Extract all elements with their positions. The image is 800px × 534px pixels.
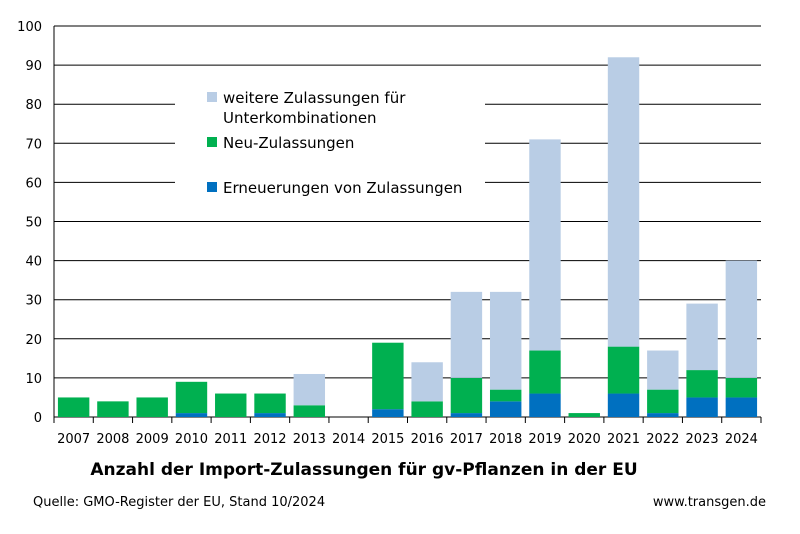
bar-2020-series-1 bbox=[568, 413, 600, 417]
chart-title: Anzahl der Import-Zulassungen für gv-Pfl… bbox=[90, 460, 638, 480]
bar-2024-series-0 bbox=[725, 397, 758, 417]
x-tick-label: 2013 bbox=[293, 432, 326, 447]
bar-2021-series-0 bbox=[607, 393, 640, 417]
website-link[interactable]: www.transgen.de bbox=[652, 495, 766, 510]
bar-2008-series-1 bbox=[97, 401, 129, 417]
x-tick-label: 2007 bbox=[57, 432, 90, 447]
bar-2015-series-0 bbox=[372, 409, 404, 417]
x-tick-label: 2023 bbox=[686, 432, 719, 447]
bar-2018-series-1 bbox=[489, 389, 522, 402]
bar-2024-series-1 bbox=[725, 377, 758, 398]
bar-2024-series-2 bbox=[725, 260, 758, 378]
x-tick-label: 2024 bbox=[725, 432, 758, 447]
bar-2019-series-0 bbox=[529, 393, 561, 417]
x-tick-label: 2014 bbox=[332, 432, 365, 447]
legend-background bbox=[175, 83, 485, 217]
x-tick-label: 2015 bbox=[371, 432, 404, 447]
bar-2016-series-2 bbox=[411, 362, 443, 402]
legend-swatch bbox=[207, 182, 217, 192]
bar-2018-series-2 bbox=[489, 291, 522, 390]
y-tick-label: 20 bbox=[25, 333, 42, 348]
bar-2015-series-1 bbox=[372, 342, 404, 410]
x-tick-label: 2010 bbox=[175, 432, 208, 447]
source-note: Quelle: GMO-Register der EU, Stand 10/20… bbox=[33, 495, 326, 510]
y-tick-label: 60 bbox=[25, 176, 42, 191]
bar-2021-series-2 bbox=[607, 57, 640, 347]
bar-2010-series-0 bbox=[175, 413, 208, 417]
y-tick-label: 80 bbox=[25, 98, 42, 113]
bar-2023-series-1 bbox=[686, 370, 718, 398]
bar-2010-series-1 bbox=[175, 381, 208, 414]
bar-2009-series-1 bbox=[136, 397, 168, 417]
bar-2013-series-1 bbox=[293, 405, 326, 417]
bar-2016-series-1 bbox=[411, 401, 443, 417]
bar-2012-series-0 bbox=[254, 413, 286, 417]
legend-label: weitere Zulassungen für bbox=[223, 89, 406, 107]
y-tick-label: 10 bbox=[25, 372, 42, 387]
y-tick-label: 90 bbox=[25, 59, 42, 74]
bar-2017-series-2 bbox=[450, 291, 483, 378]
y-tick-label: 30 bbox=[25, 294, 42, 309]
x-tick-label: 2018 bbox=[489, 432, 522, 447]
legend-label: Neu-Zulassungen bbox=[223, 134, 354, 152]
bars bbox=[57, 57, 758, 417]
bar-2007-series-1 bbox=[57, 397, 90, 417]
x-tick-label: 2019 bbox=[528, 432, 561, 447]
legend-label: Unterkombinationen bbox=[223, 109, 377, 127]
bar-2019-series-2 bbox=[529, 139, 561, 351]
bar-2023-series-0 bbox=[686, 397, 718, 417]
bar-2017-series-0 bbox=[450, 413, 483, 417]
x-tick-label: 2022 bbox=[646, 432, 679, 447]
x-tick-label: 2016 bbox=[411, 432, 444, 447]
bar-2022-series-2 bbox=[647, 350, 679, 390]
bar-2013-series-2 bbox=[293, 373, 326, 406]
legend-swatch bbox=[207, 137, 217, 147]
bar-2023-series-2 bbox=[686, 303, 718, 371]
bar-2022-series-0 bbox=[647, 413, 679, 417]
bar-2021-series-1 bbox=[607, 346, 640, 394]
x-tick-label: 2012 bbox=[253, 432, 286, 447]
y-tick-label: 50 bbox=[25, 216, 42, 231]
axes: 0 10 20 30 40 50 60 70 80 90 100 2007 2008 2009 2010 20… bbox=[17, 20, 762, 447]
legend: weitere Zulassungen für Unterkombinatione… bbox=[175, 83, 485, 217]
bar-2012-series-1 bbox=[254, 393, 286, 414]
bar-2019-series-1 bbox=[529, 350, 561, 394]
y-tick-label: 70 bbox=[25, 137, 42, 152]
x-tick-label: 2009 bbox=[136, 432, 169, 447]
bar-2018-series-0 bbox=[489, 401, 522, 417]
bar-chart: 0 10 20 30 40 50 60 70 80 90 100 2007 2008 2009 2010 20… bbox=[17, 20, 762, 447]
y-tick-label: 100 bbox=[17, 20, 42, 35]
x-tick-label: 2011 bbox=[214, 432, 247, 447]
legend-label: Erneuerungen von Zulassungen bbox=[223, 179, 462, 197]
y-tick-label: 0 bbox=[34, 411, 42, 426]
bar-2011-series-1 bbox=[215, 393, 247, 417]
x-tick-label: 2021 bbox=[607, 432, 640, 447]
legend-swatch bbox=[207, 92, 217, 102]
x-tick-label: 2008 bbox=[96, 432, 129, 447]
y-tick-label: 40 bbox=[25, 255, 42, 270]
bar-2017-series-1 bbox=[450, 377, 483, 414]
x-tick-label: 2020 bbox=[568, 432, 601, 447]
bar-2022-series-1 bbox=[647, 389, 679, 414]
x-tick-label: 2017 bbox=[450, 432, 483, 447]
